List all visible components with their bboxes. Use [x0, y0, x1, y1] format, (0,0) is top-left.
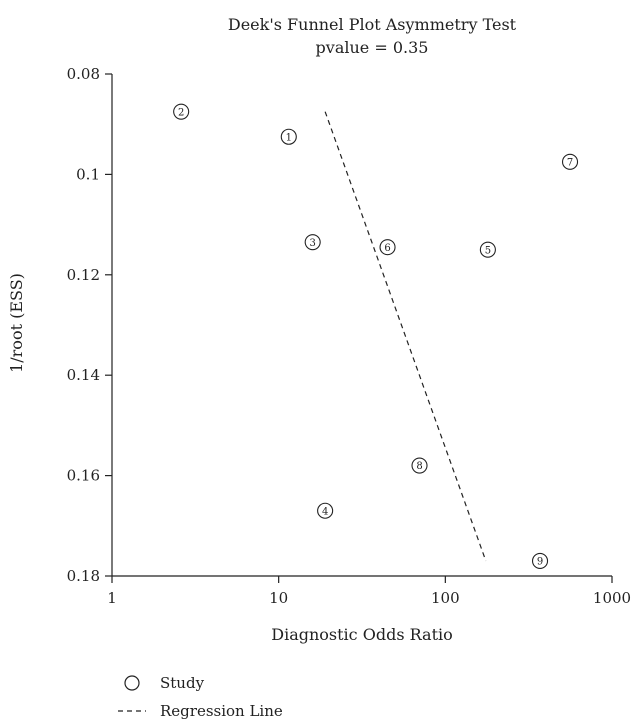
study-point: 2 — [173, 103, 190, 120]
study-marker — [411, 457, 428, 474]
study-point: 7 — [561, 153, 579, 170]
y-tick-label: 0.08 — [67, 65, 100, 83]
study-marker — [561, 153, 579, 170]
study-marker — [379, 239, 396, 256]
study-point: 6 — [379, 239, 396, 256]
study-number: 9 — [537, 557, 543, 568]
study-point: 3 — [304, 234, 321, 251]
y-tick-label: 0.18 — [67, 567, 100, 585]
study-marker — [531, 552, 549, 569]
study-point: 9 — [531, 552, 549, 569]
study-number: 4 — [322, 506, 328, 517]
x-tick-label: 1000 — [593, 589, 631, 607]
x-tick-label: 10 — [269, 589, 288, 607]
study-number: 2 — [178, 107, 184, 118]
legend-study-marker — [124, 675, 140, 691]
study-point: 5 — [479, 241, 496, 258]
y-tick-label: 0.14 — [67, 366, 100, 384]
study-marker — [173, 103, 190, 120]
study-number: 6 — [384, 243, 390, 254]
y-tick-label: 0.12 — [67, 266, 100, 284]
y-axis-label: 1/root (ESS) — [7, 273, 26, 373]
study-number: 8 — [416, 461, 422, 472]
regression-line-path — [324, 111, 487, 562]
y-tick-label: 0.1 — [76, 165, 100, 183]
legend-regression-label: Regression Line — [160, 702, 283, 720]
legend: Study Regression Line — [118, 674, 283, 720]
study-points: 1 2 3 4 5 6 7 8 9 — [173, 103, 579, 569]
x-tick-label: 1 — [107, 589, 117, 607]
study-marker — [304, 234, 321, 251]
study-number: 1 — [286, 132, 292, 143]
axes: 0.08 0.1 0.12 0.14 0.16 0.18 1 10 100 1000 — [67, 65, 632, 607]
study-point: 4 — [317, 502, 334, 519]
study-number: 3 — [309, 238, 315, 249]
regression-line — [324, 111, 487, 562]
study-marker — [479, 241, 496, 258]
chart-subtitle: pvalue = 0.35 — [316, 38, 429, 57]
x-axis-label: Diagnostic Odds Ratio — [271, 625, 453, 644]
study-marker — [280, 128, 297, 145]
chart-title: Deek's Funnel Plot Asymmetry Test — [228, 15, 517, 34]
y-tick-label: 0.16 — [67, 467, 100, 485]
study-number: 7 — [567, 157, 573, 168]
study-number: 5 — [485, 245, 491, 256]
study-point: 1 — [280, 128, 297, 145]
legend-study-label: Study — [160, 674, 205, 692]
study-marker — [317, 502, 334, 519]
study-point: 8 — [411, 457, 428, 474]
x-tick-label: 100 — [431, 589, 460, 607]
